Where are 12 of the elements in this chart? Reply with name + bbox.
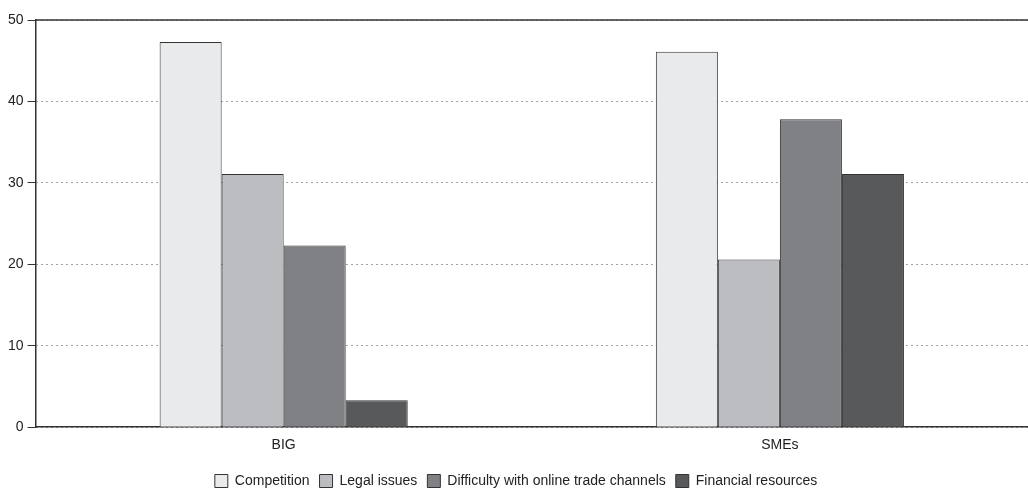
legend-label: Legal issues — [339, 471, 418, 488]
x-tick-label: SMEs — [761, 436, 799, 453]
y-tick-label: 10 — [7, 336, 24, 353]
y-tick-label: 0 — [15, 418, 24, 435]
legend-label: Competition — [234, 471, 310, 488]
y-tick-label: 50 — [7, 10, 24, 27]
x-tick-label: BIG — [271, 436, 296, 453]
legend-label: Difficulty with online trade channels — [447, 471, 666, 488]
legend-label: Financial resources — [695, 471, 818, 488]
y-tick-label: 40 — [7, 92, 24, 109]
y-tick-label: 20 — [7, 255, 24, 272]
y-tick-label: 30 — [7, 173, 24, 190]
